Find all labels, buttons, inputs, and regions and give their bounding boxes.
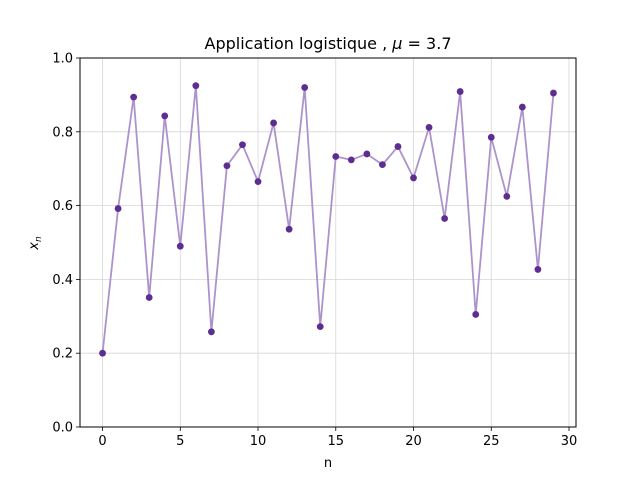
data-point: [456, 88, 464, 95]
data-point: [285, 225, 293, 233]
data-point: [161, 112, 169, 120]
x-tick-label: 15: [328, 434, 345, 449]
data-point: [441, 215, 449, 222]
data-point: [425, 123, 433, 131]
y-tick-label: 0.6: [52, 199, 73, 214]
data-point: [176, 242, 184, 250]
series-markers: [99, 82, 557, 357]
x-tick-label: 5: [176, 434, 184, 449]
data-point: [207, 328, 215, 336]
y-axis-ticks: 0.0 0.2 0.4 0.6 0.8 1.0: [52, 52, 80, 436]
y-tick-label: 0.4: [52, 273, 73, 288]
data-point: [270, 119, 277, 127]
x-tick-label: 10: [250, 434, 267, 449]
data-point: [130, 93, 138, 101]
data-point: [472, 311, 480, 318]
plot-frame: [79, 57, 577, 428]
data-point: [316, 323, 324, 331]
y-tick-label: 0.8: [52, 125, 73, 140]
data-point: [332, 153, 340, 160]
data-point: [410, 174, 417, 182]
x-tick-label: 25: [483, 434, 500, 449]
data-point: [99, 349, 106, 357]
y-tick-label: 0.0: [52, 421, 73, 436]
data-point: [239, 141, 246, 149]
data-point: [534, 266, 542, 273]
data-point: [550, 89, 557, 97]
data-point: [503, 192, 511, 200]
y-tick-label: 1.0: [52, 52, 73, 67]
data-point: [363, 150, 371, 158]
data-point: [145, 294, 153, 301]
x-tick-label: 30: [561, 434, 578, 449]
data-point: [394, 143, 402, 150]
data-point: [223, 162, 231, 170]
y-tick-label: 0.2: [52, 347, 73, 362]
chart-title: Application logistique , μ = 3.7: [205, 34, 452, 53]
x-axis-label: n: [324, 456, 332, 471]
series-line: [101, 84, 555, 354]
x-axis-ticks: 0 5 10 15 20 25 30: [98, 427, 577, 449]
data-point: [254, 178, 262, 186]
data-point: [114, 205, 122, 212]
series-polyline: [101, 84, 555, 354]
data-point: [192, 82, 200, 90]
y-axis-label: xn: [27, 236, 44, 251]
data-point: [487, 133, 495, 141]
data-point: [379, 161, 386, 169]
data-point: [518, 103, 526, 111]
x-tick-label: 0: [98, 434, 106, 449]
data-point: [301, 84, 309, 91]
data-point: [347, 156, 355, 164]
x-tick-label: 20: [405, 434, 422, 449]
